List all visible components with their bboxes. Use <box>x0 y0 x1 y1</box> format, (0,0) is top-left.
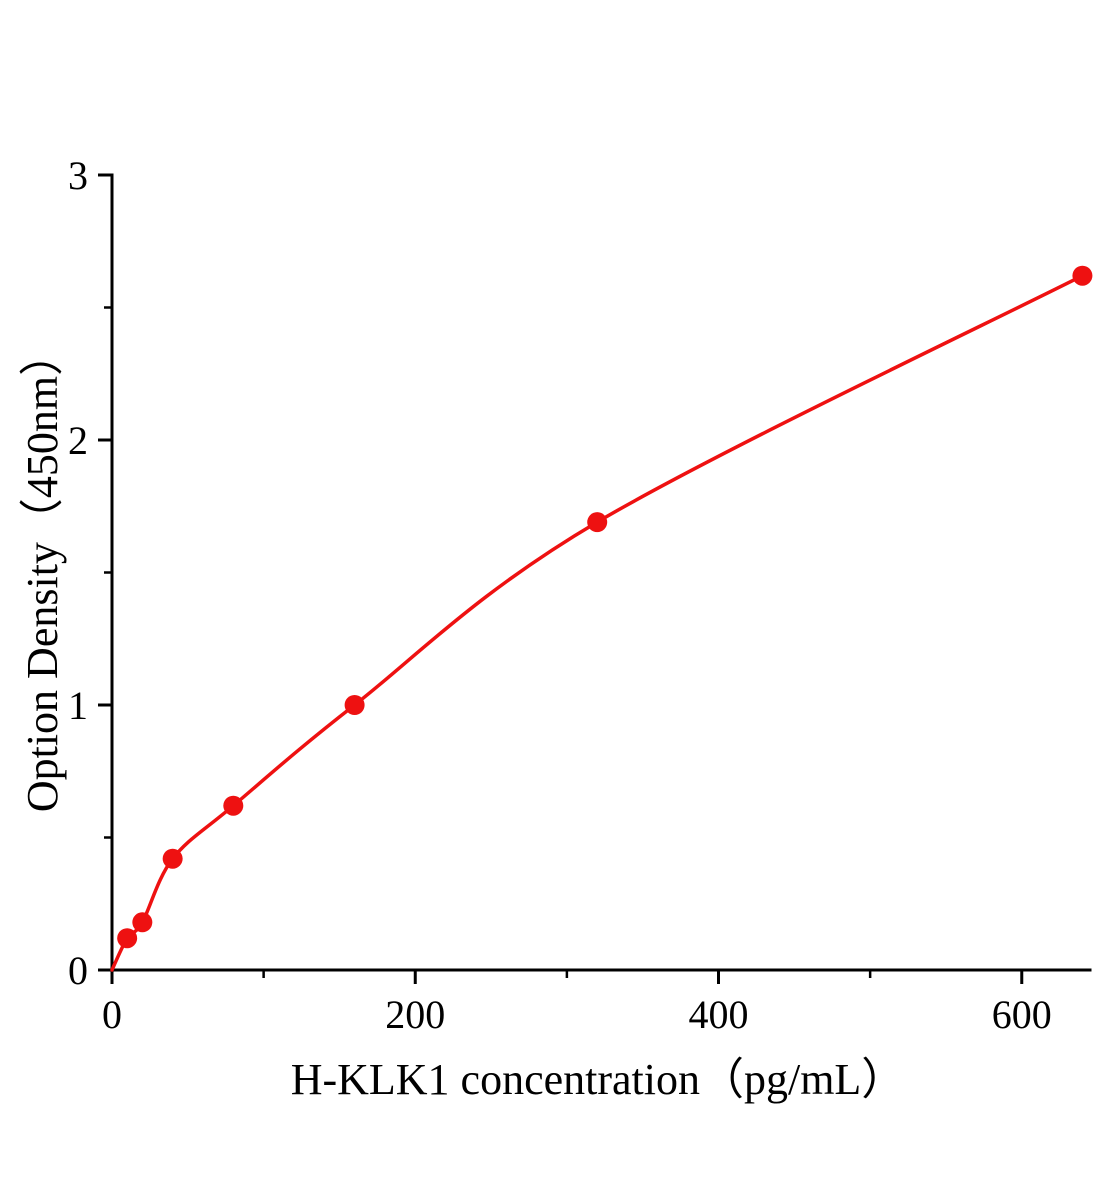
data-point-marker <box>587 512 608 533</box>
x-tick-label: 600 <box>992 992 1052 1037</box>
data-point-marker <box>132 912 153 933</box>
data-point-marker <box>117 928 138 949</box>
x-tick-label: 200 <box>385 992 445 1037</box>
y-axis-title: Option Density（450nm） <box>18 331 67 813</box>
y-tick-label: 2 <box>68 418 88 463</box>
x-axis-title: H-KLK1 concentration（pg/mL） <box>290 1055 906 1104</box>
y-tick-label: 3 <box>68 153 88 198</box>
standard-curve-line <box>110 273 1085 972</box>
axis-spines <box>110 173 1092 972</box>
x-tick-label: 400 <box>689 992 749 1037</box>
y-tick-label: 0 <box>68 948 88 993</box>
data-point-marker <box>223 795 244 816</box>
data-point-marker <box>162 848 183 869</box>
data-point-marker <box>1072 265 1093 286</box>
y-tick-label: 1 <box>68 683 88 728</box>
x-tick-label: 0 <box>102 992 122 1037</box>
data-point-marker <box>344 695 365 715</box>
